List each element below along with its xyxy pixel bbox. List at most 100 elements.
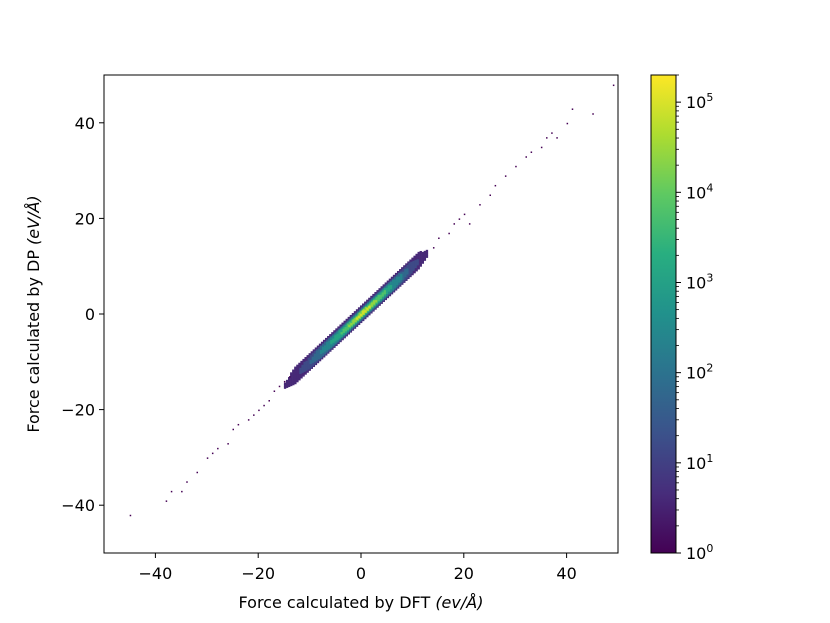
histogram-cell xyxy=(383,294,386,297)
histogram-cell xyxy=(421,257,425,260)
histogram-cell xyxy=(350,319,354,322)
histogram-cell xyxy=(416,263,419,266)
outlier-point xyxy=(551,132,553,134)
histogram-cell xyxy=(419,254,422,258)
histogram-cell xyxy=(370,295,373,299)
histogram-cell xyxy=(387,291,391,294)
histogram-cell xyxy=(296,368,299,371)
outlier-point xyxy=(283,380,286,383)
histogram-cell xyxy=(381,292,384,295)
histogram-cell xyxy=(389,289,393,292)
histogram-cell xyxy=(377,296,380,300)
histogram-cell xyxy=(383,288,386,291)
histogram-cell xyxy=(290,374,293,377)
histogram-cell xyxy=(368,304,372,307)
histogram-cell xyxy=(321,353,325,357)
histogram-cell xyxy=(300,376,303,379)
histogram-cell xyxy=(402,271,405,275)
histogram-cell xyxy=(398,273,401,276)
histogram-cell xyxy=(309,366,312,369)
histogram-cell xyxy=(348,324,351,328)
histogram-cell xyxy=(362,310,365,313)
x-tick-label: 0 xyxy=(356,564,366,583)
y-axis: −40 −20 0 20 40 xyxy=(61,114,104,515)
histogram-cell xyxy=(313,359,317,362)
histogram-cell xyxy=(328,340,331,344)
histogram-cell xyxy=(366,308,369,311)
histogram-cell xyxy=(319,349,323,353)
histogram-cell xyxy=(288,382,291,386)
histogram-cell xyxy=(290,381,293,385)
histogram-cell xyxy=(350,320,354,323)
histogram-cell xyxy=(408,262,411,265)
histogram-cell xyxy=(334,339,337,342)
histogram-cell xyxy=(406,276,409,279)
histogram-cell xyxy=(423,250,427,254)
histogram-cell xyxy=(364,308,367,312)
histogram-cell xyxy=(285,381,289,385)
histogram-cell xyxy=(411,272,414,276)
histogram-cell xyxy=(417,251,420,255)
histogram-cell xyxy=(421,259,425,262)
histogram-cell xyxy=(415,269,418,272)
histogram-cell xyxy=(398,275,401,278)
histogram-cell xyxy=(402,273,405,276)
histogram-cell xyxy=(323,349,327,352)
histogram-cell xyxy=(415,253,418,257)
outlier-point xyxy=(170,490,173,493)
colorbar-tick-label: 103 xyxy=(686,271,713,292)
histogram-cell xyxy=(322,339,326,343)
histogram-cell xyxy=(294,376,297,379)
x-tick-label: 20 xyxy=(454,564,474,583)
outlier-point xyxy=(556,137,558,139)
histogram-cell xyxy=(381,296,384,299)
histogram-cell xyxy=(346,323,349,326)
histogram-cell xyxy=(406,272,409,275)
y-axis-label: Force calculated by DP (eV/Å) xyxy=(24,195,43,432)
histogram-cell xyxy=(299,367,302,371)
histogram-cell xyxy=(425,255,429,258)
outlier-point xyxy=(253,414,255,416)
histogram-cell xyxy=(306,355,309,358)
histogram-cell xyxy=(343,320,346,324)
histogram-cell xyxy=(370,304,374,307)
histogram-cell xyxy=(320,341,324,345)
histogram-cell xyxy=(323,347,327,350)
histogram-cells xyxy=(129,84,615,517)
histogram-cell xyxy=(344,327,347,330)
histogram-cell xyxy=(367,303,370,307)
histogram-cell xyxy=(301,364,304,368)
y-tick-label: −20 xyxy=(61,401,95,420)
histogram-cell xyxy=(309,356,312,359)
histogram-cell xyxy=(311,356,315,360)
outlier-point xyxy=(612,84,615,87)
histogram-cell xyxy=(310,351,313,354)
histogram-cell xyxy=(421,253,425,257)
histogram-cell xyxy=(406,264,409,268)
histogram-cell xyxy=(344,330,347,334)
outlier-point xyxy=(525,156,527,158)
histogram-cell xyxy=(364,301,367,304)
histogram-cell xyxy=(398,282,401,286)
histogram-cell xyxy=(402,270,405,273)
histogram-cell xyxy=(408,264,411,267)
histogram-cell xyxy=(360,310,363,314)
histogram-cell xyxy=(294,378,297,381)
histogram-cell xyxy=(355,317,359,320)
histogram-cell xyxy=(391,287,395,291)
histogram-cell xyxy=(402,268,405,271)
outlier-point xyxy=(181,490,183,493)
histogram-cell xyxy=(335,328,338,331)
histogram-cell xyxy=(414,261,417,265)
outlier-point xyxy=(494,184,497,187)
histogram-cell xyxy=(304,358,307,362)
histogram-cell xyxy=(326,347,329,351)
histogram-cell xyxy=(395,278,399,282)
histogram-cell xyxy=(417,253,420,257)
histogram-cell xyxy=(290,378,293,381)
histogram-cell xyxy=(285,385,289,388)
histogram-cell xyxy=(344,329,347,332)
histogram-cell xyxy=(294,372,297,375)
outlier-point xyxy=(468,223,471,225)
histogram-cell xyxy=(413,257,416,260)
